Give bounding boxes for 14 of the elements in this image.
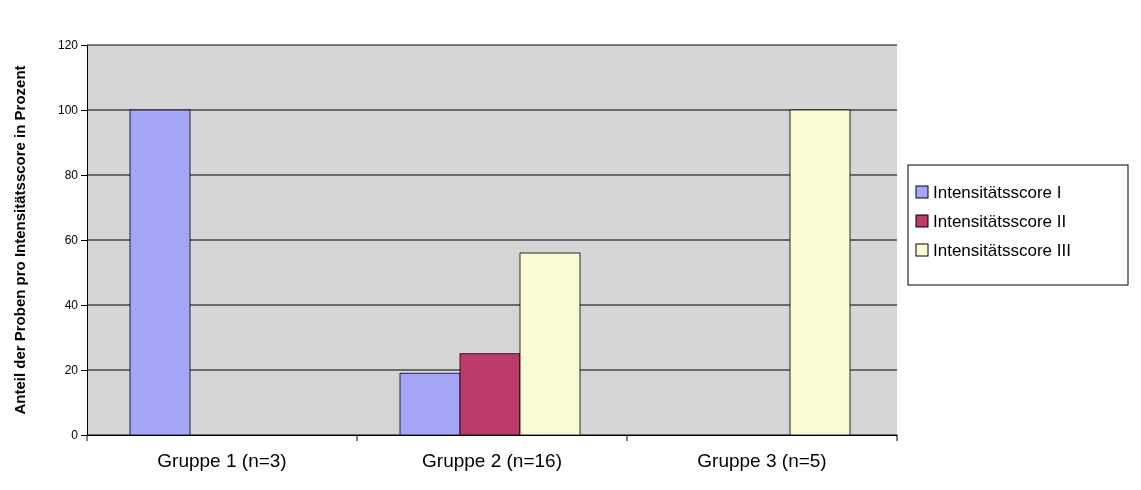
y-tick-label: 40: [64, 298, 79, 313]
y-tick-label: 80: [64, 168, 79, 183]
legend-label: Intensitätsscore I: [933, 183, 1062, 202]
x-tick-label: Gruppe 2 (n=16): [422, 449, 562, 471]
y-axis-title: Anteil der Proben pro Intensitätsscore in Prozent: [11, 65, 28, 415]
x-tick-label: Gruppe 3 (n=5): [697, 449, 827, 471]
legend-label: Intensitätsscore II: [933, 212, 1067, 231]
y-tick-label: 0: [71, 428, 79, 443]
x-tick-label: Gruppe 1 (n=3): [157, 449, 287, 471]
y-tick-label: 100: [57, 103, 79, 118]
legend-label: Intensitätsscore III: [933, 241, 1071, 260]
y-tick-label: 60: [64, 233, 79, 248]
y-tick-label: 20: [64, 363, 79, 378]
y-tick-label: 120: [57, 38, 79, 53]
